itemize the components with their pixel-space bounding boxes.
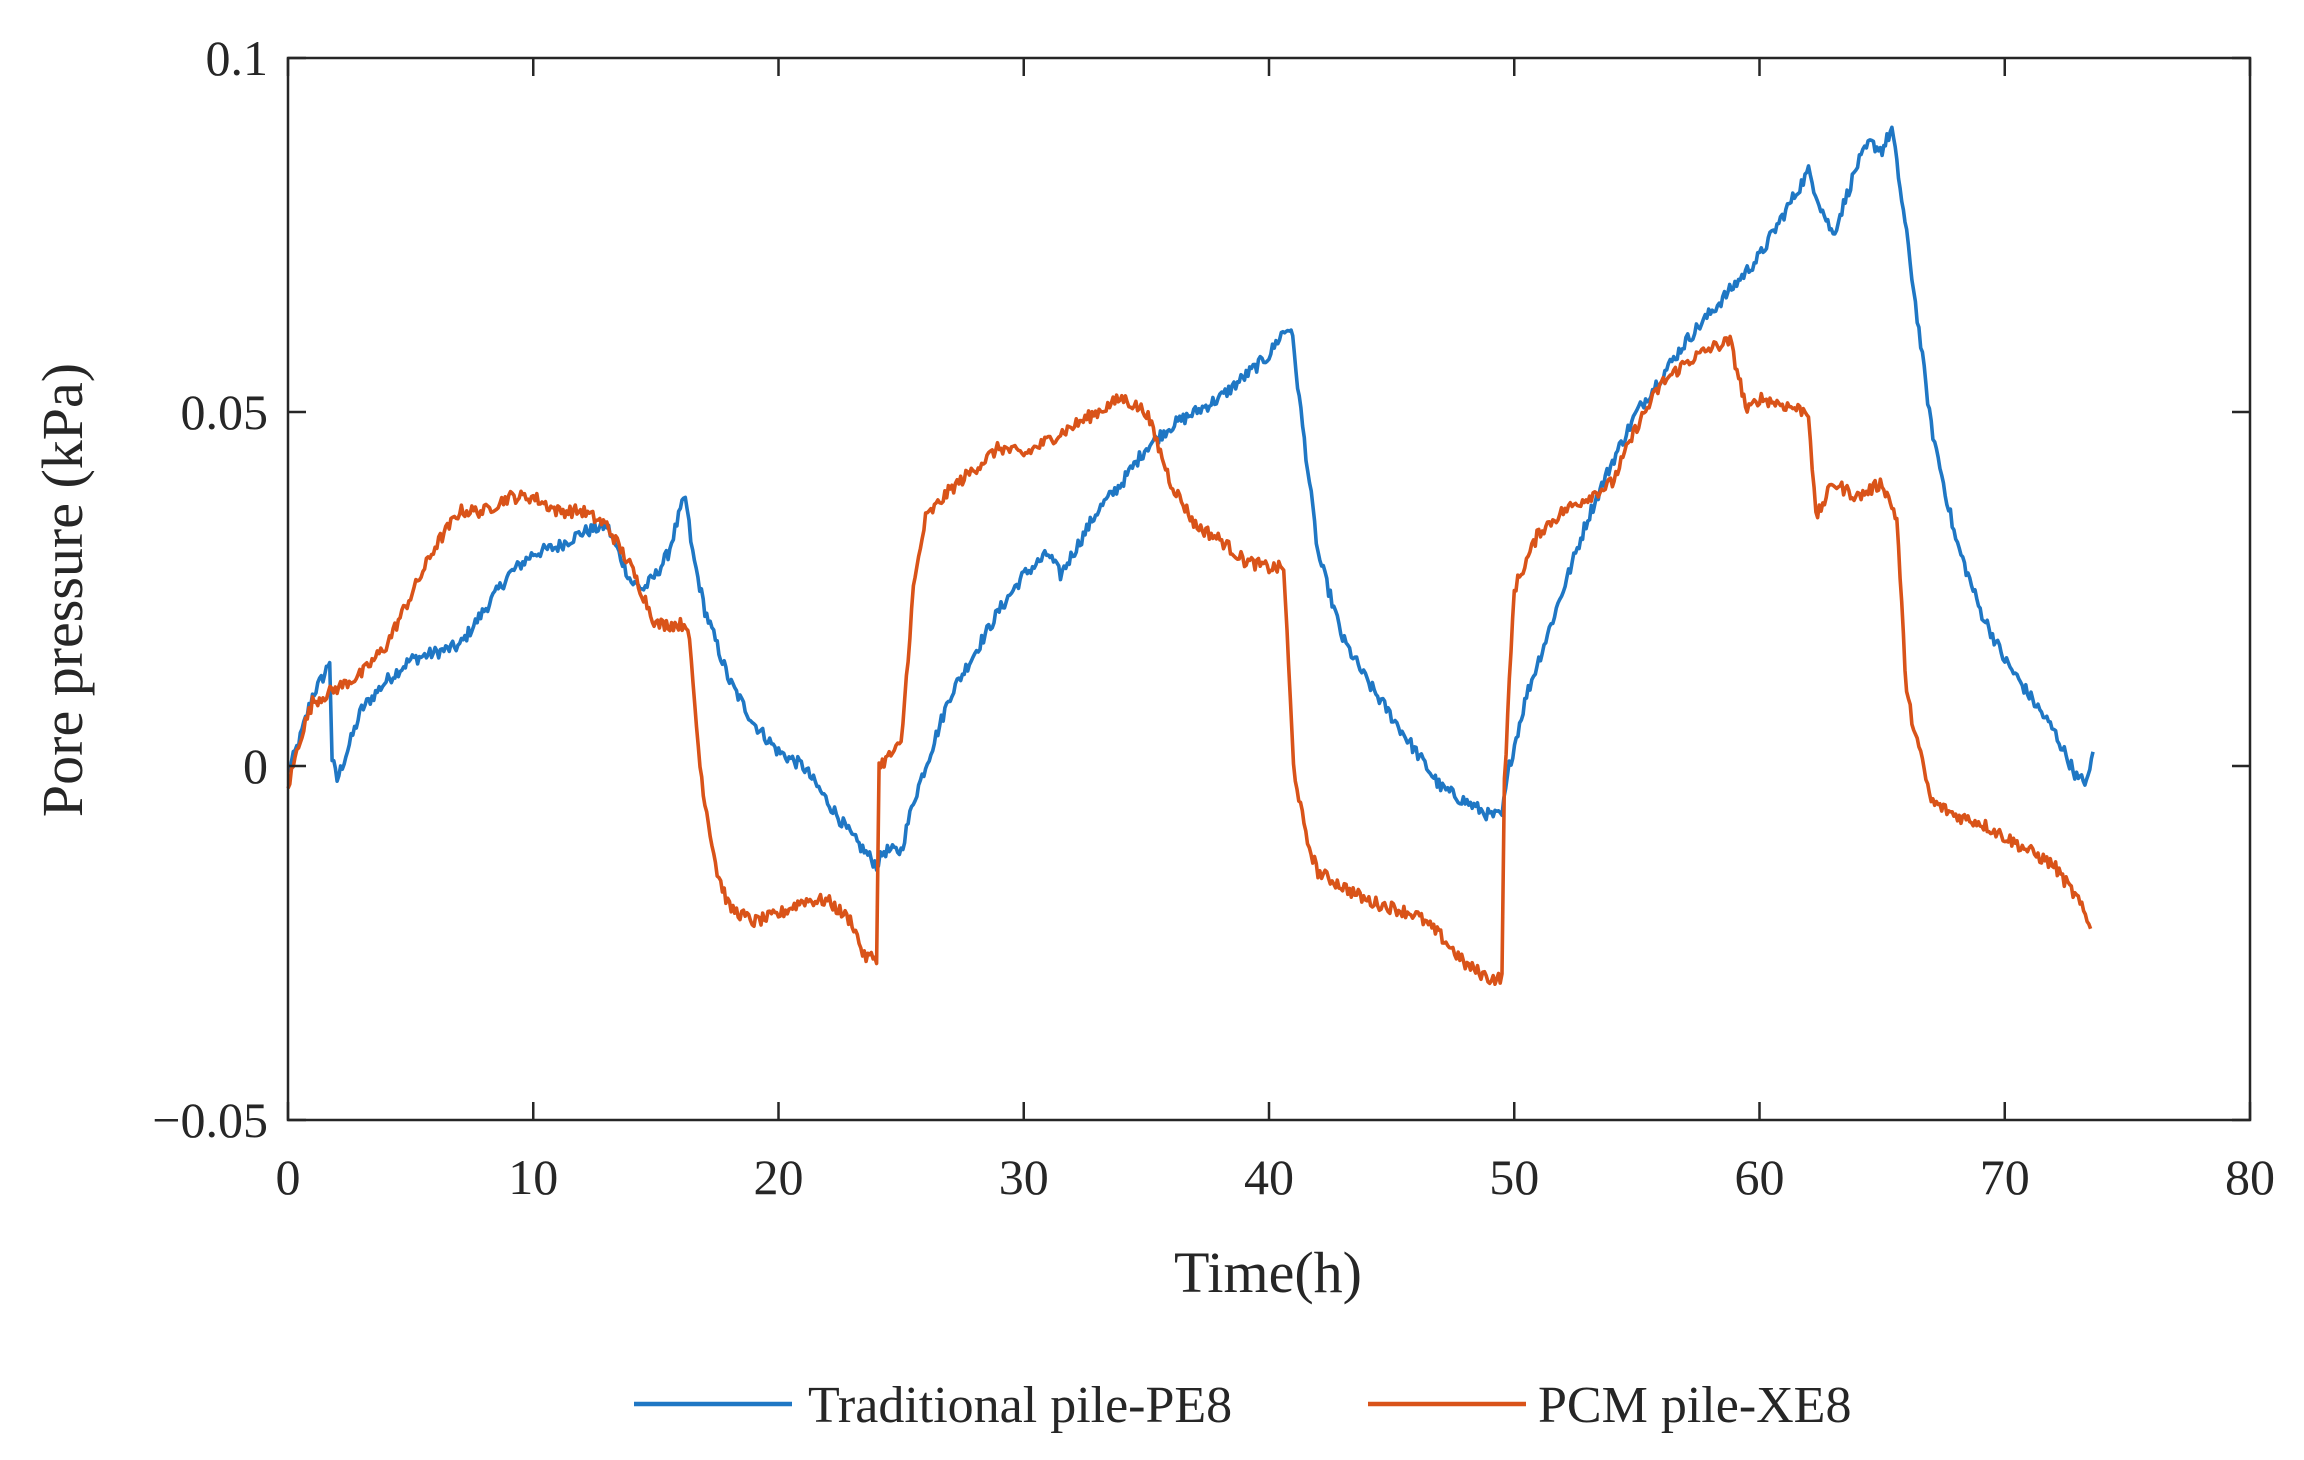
x-tick-label: 40	[1244, 1149, 1294, 1205]
legend-label-1: PCM pile-XE8	[1538, 1377, 1851, 1434]
y-axis: −0.05 0 0.05 0.1	[152, 30, 2250, 1148]
x-tick-label: 50	[1489, 1149, 1539, 1205]
series-line-0	[287, 125, 2095, 872]
x-tick-label: 30	[999, 1149, 1049, 1205]
x-tick-label: 80	[2225, 1149, 2275, 1205]
y-tick-label: 0	[243, 738, 268, 794]
x-axis: 0 10 20 30 40 50 60 70 80	[276, 58, 2275, 1205]
y-tick-label: −0.05	[152, 1092, 268, 1148]
x-axis-title: Time(h)	[1174, 1240, 1362, 1305]
x-tick-label: 10	[508, 1149, 558, 1205]
y-tick-label: 0.05	[181, 384, 269, 440]
y-tick-label: 0.1	[206, 30, 269, 86]
x-tick-label: 0	[276, 1149, 301, 1205]
legend: Traditional pile-PE8 PCM pile-XE8	[634, 1377, 1851, 1434]
y-axis-title: Pore pressure (kPa)	[30, 363, 95, 817]
x-tick-label: 60	[1735, 1149, 1785, 1205]
x-tick-label: 20	[754, 1149, 804, 1205]
x-tick-label: 70	[1980, 1149, 2030, 1205]
legend-label-0: Traditional pile-PE8	[808, 1377, 1232, 1434]
plot-lines	[286, 125, 2095, 987]
series-line-1	[286, 334, 2093, 987]
